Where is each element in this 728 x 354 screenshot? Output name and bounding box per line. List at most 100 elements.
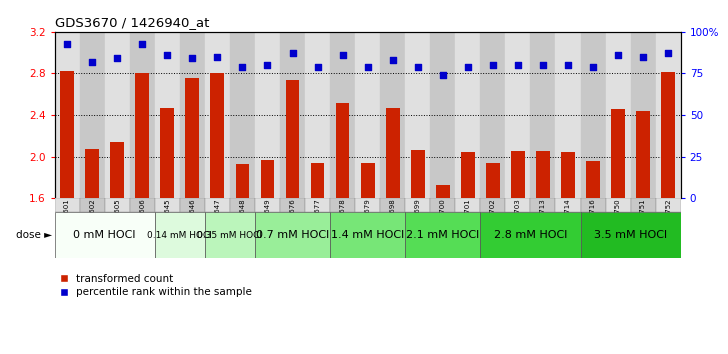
Point <box>512 62 523 68</box>
Bar <box>586 161 600 198</box>
Bar <box>60 72 74 198</box>
Bar <box>160 108 174 198</box>
Bar <box>656 32 681 198</box>
Text: 2.8 mM HOCl: 2.8 mM HOCl <box>494 230 567 240</box>
Bar <box>480 198 505 212</box>
Bar <box>555 198 580 212</box>
Point <box>136 41 148 46</box>
Bar <box>85 149 99 198</box>
Text: GSM387750: GSM387750 <box>615 198 621 241</box>
Text: 0 mM HOCl: 0 mM HOCl <box>74 230 136 240</box>
Bar <box>430 32 455 198</box>
Text: GDS3670 / 1426940_at: GDS3670 / 1426940_at <box>55 16 209 29</box>
Bar <box>285 80 299 198</box>
Point <box>162 52 173 58</box>
Bar <box>580 212 681 258</box>
Point <box>362 64 373 70</box>
Point <box>261 62 273 68</box>
Text: GSM387646: GSM387646 <box>189 198 195 241</box>
Bar <box>531 198 555 212</box>
Bar <box>606 32 630 198</box>
Point <box>662 51 674 56</box>
Bar <box>155 32 180 198</box>
Bar <box>155 212 205 258</box>
Bar <box>330 212 405 258</box>
Point <box>587 64 599 70</box>
Point <box>537 62 549 68</box>
Bar <box>130 198 155 212</box>
Bar <box>511 152 525 198</box>
Bar <box>230 198 255 212</box>
Text: 0.14 mM HOCl: 0.14 mM HOCl <box>147 231 213 240</box>
Bar <box>361 163 374 198</box>
Bar <box>555 32 580 198</box>
Bar <box>255 32 280 198</box>
Bar <box>180 32 205 198</box>
Bar <box>205 212 255 258</box>
Point <box>312 64 323 70</box>
Text: GSM387713: GSM387713 <box>540 198 546 241</box>
Text: GSM387702: GSM387702 <box>490 198 496 241</box>
Bar <box>486 163 499 198</box>
Text: 2.1 mM HOCl: 2.1 mM HOCl <box>406 230 480 240</box>
Bar <box>505 198 531 212</box>
Text: GSM387649: GSM387649 <box>264 198 271 241</box>
Text: GSM387716: GSM387716 <box>590 198 596 241</box>
Bar <box>430 198 455 212</box>
Text: GSM387679: GSM387679 <box>365 198 371 241</box>
Legend: transformed count, percentile rank within the sample: transformed count, percentile rank withi… <box>60 274 253 297</box>
Point <box>462 64 474 70</box>
Bar <box>661 73 675 198</box>
Bar <box>210 74 224 198</box>
Bar <box>455 198 480 212</box>
Bar <box>580 198 606 212</box>
Bar <box>280 198 305 212</box>
Point <box>637 54 649 59</box>
Bar <box>505 32 531 198</box>
Bar <box>405 32 430 198</box>
Bar <box>436 185 450 198</box>
Bar <box>79 32 105 198</box>
Point <box>412 64 424 70</box>
Bar <box>180 198 205 212</box>
Text: GSM387678: GSM387678 <box>339 198 346 241</box>
Bar <box>480 212 580 258</box>
Bar <box>330 32 355 198</box>
Bar <box>386 108 400 198</box>
Point <box>87 59 98 65</box>
Bar <box>280 32 305 198</box>
Bar <box>380 198 405 212</box>
Bar <box>205 198 230 212</box>
Text: 3.5 mM HOCl: 3.5 mM HOCl <box>594 230 667 240</box>
Text: GSM387700: GSM387700 <box>440 198 446 241</box>
Point <box>562 62 574 68</box>
Bar <box>405 212 480 258</box>
Bar <box>205 32 230 198</box>
Text: GSM387601: GSM387601 <box>64 198 70 241</box>
Text: GSM387602: GSM387602 <box>89 198 95 241</box>
Text: GSM387676: GSM387676 <box>290 198 296 241</box>
Bar <box>336 103 349 198</box>
Text: GSM387703: GSM387703 <box>515 198 521 241</box>
Text: GSM387647: GSM387647 <box>214 198 221 241</box>
Bar <box>411 150 424 198</box>
Bar <box>79 198 105 212</box>
Bar <box>230 32 255 198</box>
Bar <box>355 32 380 198</box>
Text: GSM387701: GSM387701 <box>464 198 471 241</box>
Bar <box>130 32 155 198</box>
Text: GSM387699: GSM387699 <box>415 198 421 241</box>
Text: GSM387698: GSM387698 <box>389 198 396 241</box>
Point <box>487 62 499 68</box>
Text: GSM387645: GSM387645 <box>165 198 170 241</box>
Point <box>612 52 624 58</box>
Point <box>186 56 198 61</box>
Bar <box>480 32 505 198</box>
Text: GSM387606: GSM387606 <box>139 198 146 241</box>
Bar <box>305 198 330 212</box>
Bar <box>105 32 130 198</box>
Point <box>287 51 298 56</box>
Bar <box>330 198 355 212</box>
Point <box>237 64 248 70</box>
Bar <box>380 32 405 198</box>
